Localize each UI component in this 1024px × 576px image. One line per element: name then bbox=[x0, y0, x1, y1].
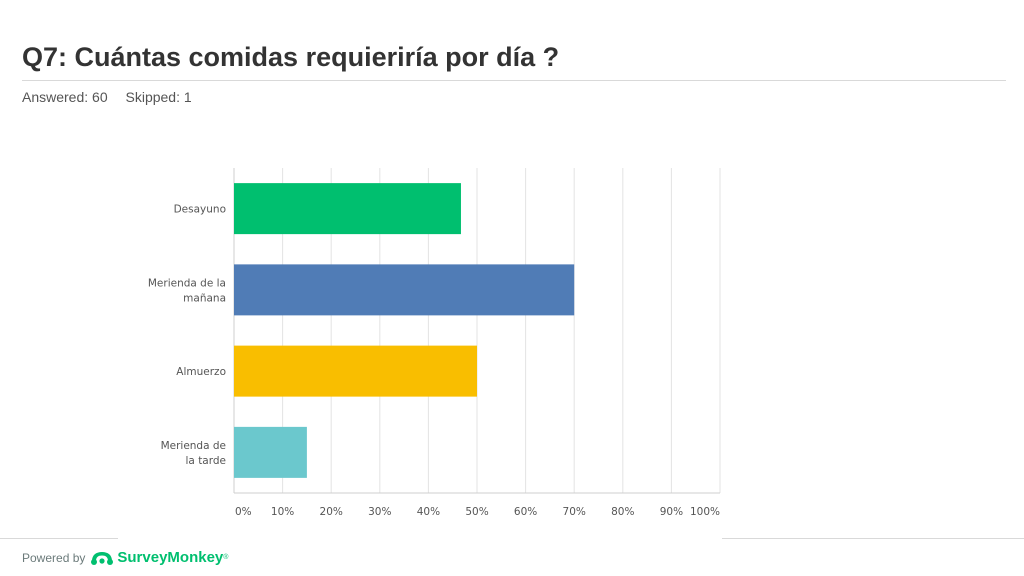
footer: Powered by SurveyMonkey ® bbox=[22, 549, 228, 566]
bar bbox=[234, 426, 307, 478]
x-tick-label: 40% bbox=[417, 506, 440, 518]
category-label: Merienda de la bbox=[148, 277, 226, 289]
powered-by-label: Powered by bbox=[22, 550, 86, 565]
category-label: mañana bbox=[183, 292, 226, 304]
skipped-count: Skipped: 1 bbox=[125, 89, 192, 105]
category-label: Almuerzo bbox=[176, 366, 226, 378]
trademark-symbol: ® bbox=[223, 554, 229, 561]
category-label: Desayuno bbox=[174, 204, 226, 216]
x-tick-label: 10% bbox=[271, 506, 294, 518]
bar bbox=[234, 183, 461, 235]
x-tick-label: 30% bbox=[368, 506, 391, 518]
x-tick-label: 0% bbox=[235, 506, 252, 518]
response-stats: Answered: 60 Skipped: 1 bbox=[22, 89, 192, 105]
category-label: Merienda de bbox=[161, 440, 226, 452]
title-divider bbox=[22, 80, 1006, 81]
surveymonkey-logo-icon bbox=[91, 551, 114, 565]
x-tick-label: 50% bbox=[465, 506, 488, 518]
page-title: Q7: Cuántas comidas requieriría por día … bbox=[22, 42, 560, 72]
x-tick-label: 80% bbox=[611, 506, 634, 518]
x-tick-label: 90% bbox=[660, 506, 683, 518]
bar bbox=[234, 264, 575, 316]
category-label: la tarde bbox=[186, 455, 227, 467]
x-tick-label: 100% bbox=[690, 506, 720, 518]
x-tick-label: 60% bbox=[514, 506, 537, 518]
footer-divider-right bbox=[722, 538, 1024, 539]
x-tick-label: 20% bbox=[320, 506, 343, 518]
footer-divider-left bbox=[0, 538, 118, 539]
brand-name: SurveyMonkey bbox=[117, 549, 224, 566]
x-tick-label: 70% bbox=[563, 506, 586, 518]
bar bbox=[234, 345, 477, 397]
answered-count: Answered: 60 bbox=[22, 89, 108, 105]
